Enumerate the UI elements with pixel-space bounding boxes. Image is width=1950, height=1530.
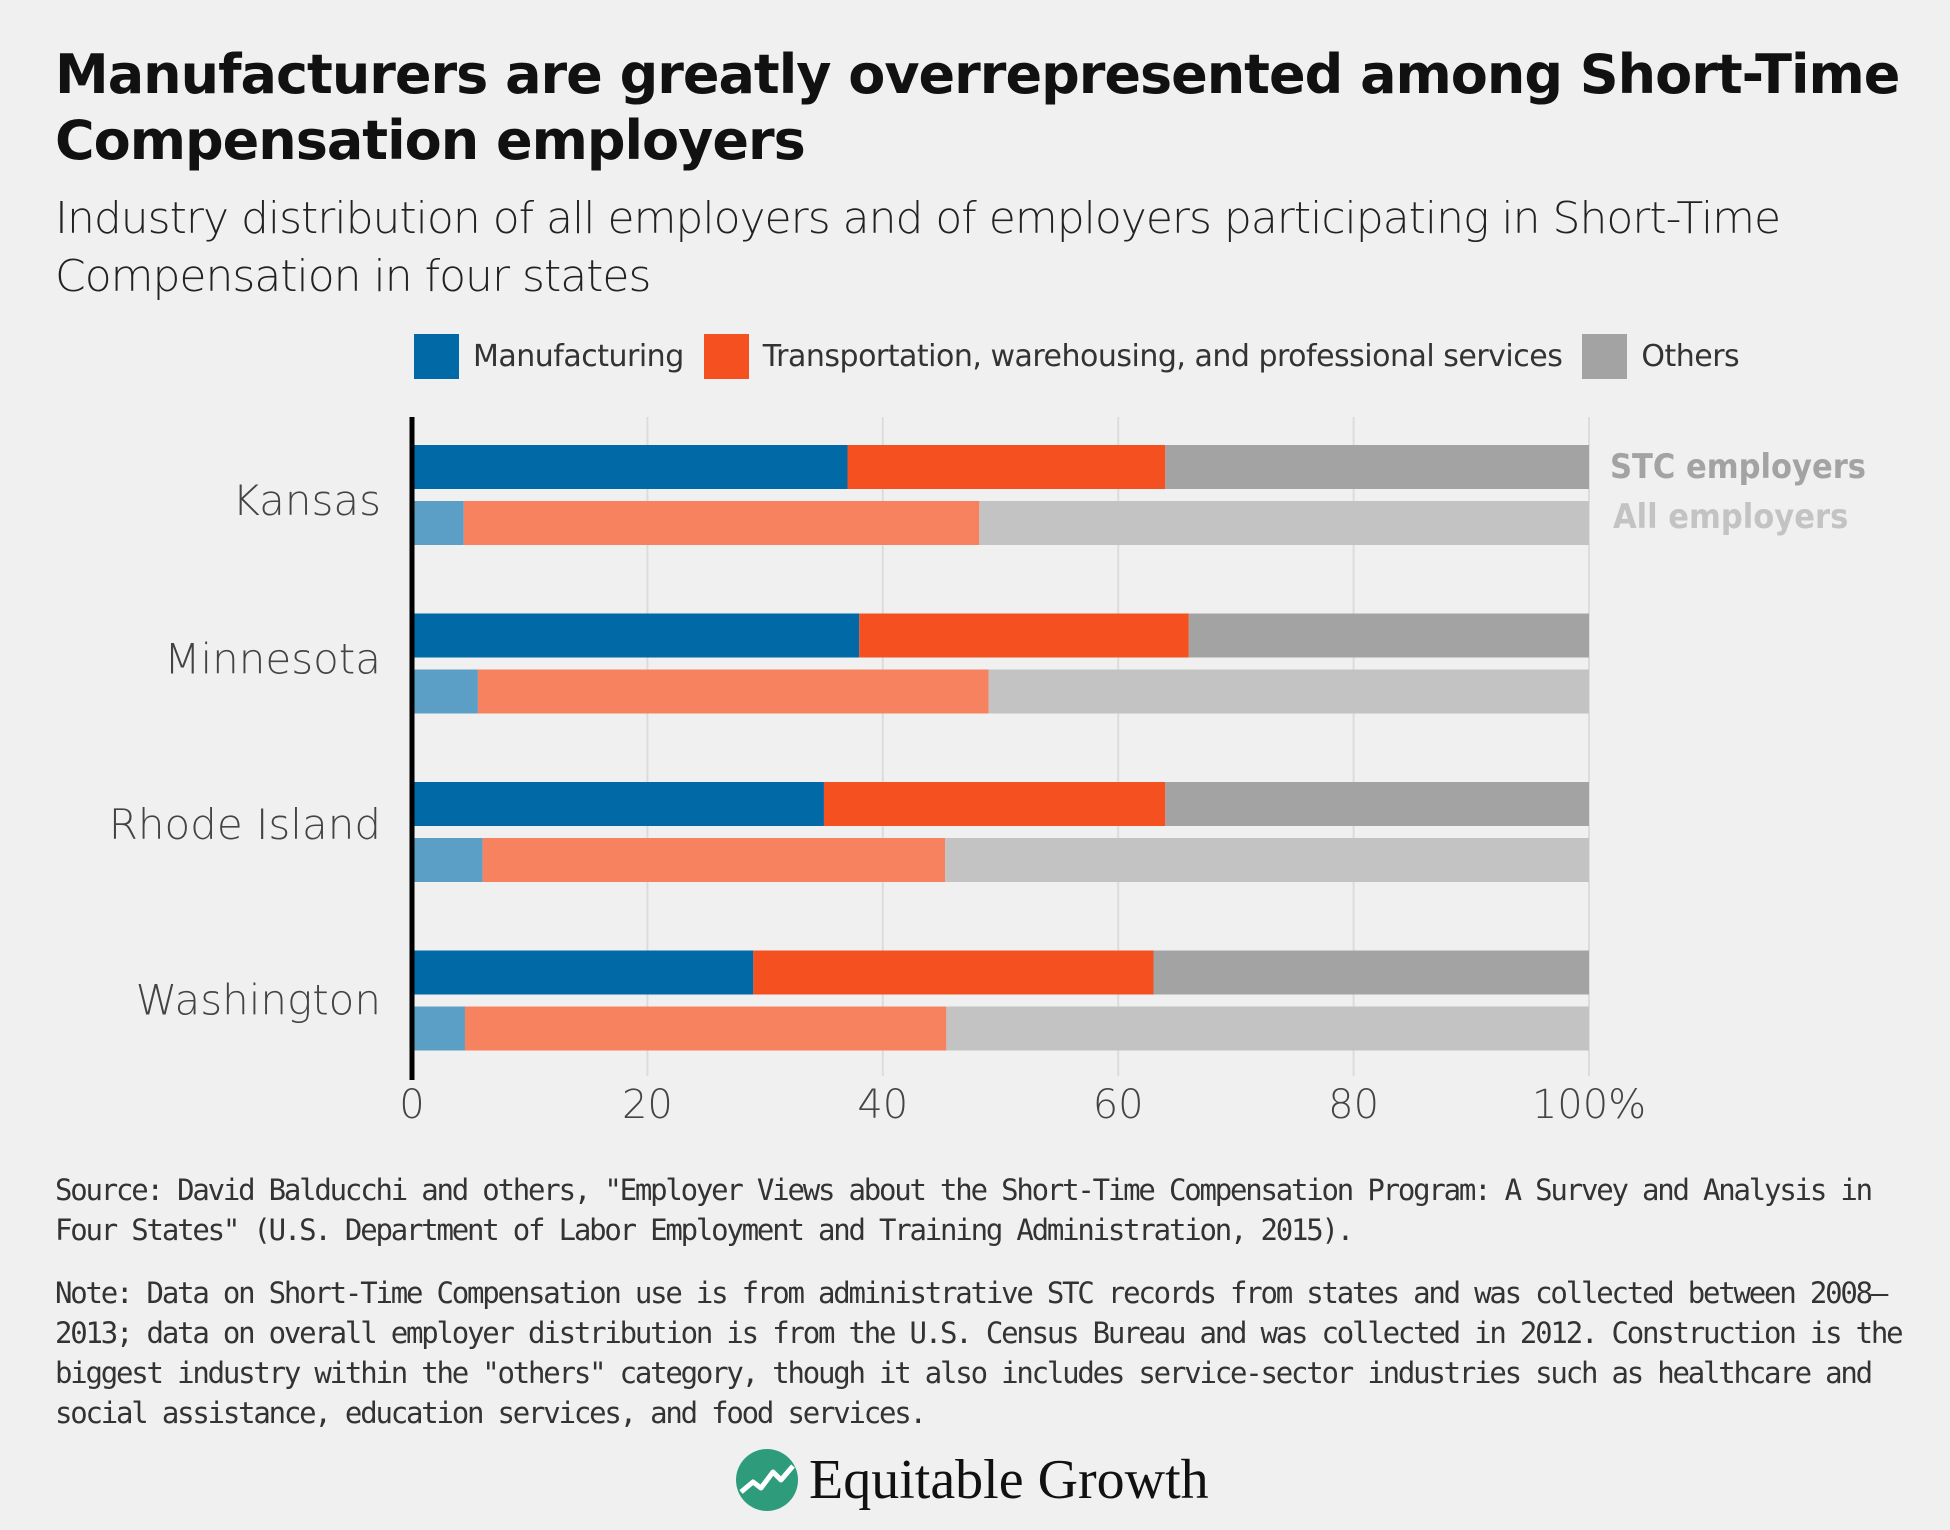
- x-tick-label: 40: [857, 1082, 908, 1128]
- legend-label: Transportation, warehousing, and profess…: [762, 339, 1563, 374]
- x-tick-label: 60: [1093, 1082, 1144, 1128]
- bar-stc-manufacturing: [412, 613, 860, 658]
- note-text: Note: Data on Short-Time Compensation us…: [55, 1276, 1904, 1430]
- bar-all-manufacturing: [412, 501, 464, 545]
- bar-stc-manufacturing: [412, 445, 848, 489]
- equitable-growth-logo-icon: [736, 1449, 798, 1511]
- chart: 0 20 40 60 80 100% Kansas Minnesota Rhode Island…: [109, 417, 1866, 1128]
- chart-subtitle: Industry distribution of all employers a…: [55, 193, 1781, 302]
- bar-stc-others: [1165, 782, 1589, 826]
- legend-item-others: Others: [1582, 334, 1740, 379]
- logo: Equitable Growth: [735, 1448, 1209, 1512]
- x-tick-label: 100%: [1532, 1082, 1646, 1128]
- x-tick-label: 20: [622, 1082, 673, 1128]
- bar-stc-transportation: [859, 613, 1189, 658]
- legend-label: Manufacturing: [473, 339, 684, 374]
- bar-all-transportation: [464, 1006, 947, 1051]
- bar-all-others: [945, 838, 1589, 882]
- source-text: Source: David Balducchi and others, "Emp…: [55, 1173, 1873, 1247]
- category-label: Kansas: [232, 476, 381, 525]
- bar-all-others: [979, 501, 1589, 545]
- bar-all-manufacturing: [412, 1006, 465, 1051]
- bar-stc-transportation: [847, 445, 1166, 489]
- x-tick-label: 0: [399, 1082, 424, 1128]
- chart-title: Manufacturers are greatly overrepresente…: [55, 43, 1900, 172]
- bar-stc-transportation: [823, 782, 1166, 826]
- bar-stc-others: [1153, 950, 1589, 995]
- bar-stc-others: [1165, 445, 1589, 489]
- bar-all-transportation: [482, 838, 946, 882]
- legend-swatch: [703, 334, 749, 379]
- bar-all-others: [946, 1006, 1589, 1051]
- category-label: Rhode Island: [109, 800, 381, 849]
- bar-all-transportation: [463, 501, 980, 545]
- logo-text: Equitable Growth: [809, 1449, 1209, 1511]
- legend-label: Others: [1641, 339, 1740, 374]
- bar-all-others: [988, 669, 1589, 714]
- x-tick-label: 80: [1328, 1082, 1379, 1128]
- category-label: Minnesota: [164, 635, 381, 684]
- bar-stc-manufacturing: [412, 782, 824, 826]
- legend-swatch: [1582, 334, 1628, 379]
- legend-item-manufacturing: Manufacturing: [414, 334, 684, 379]
- bar-all-transportation: [477, 669, 989, 714]
- category-label: Washington: [136, 976, 381, 1025]
- bar-stc-others: [1188, 613, 1589, 658]
- bar-stc-transportation: [753, 950, 1154, 995]
- bar-stc-manufacturing: [412, 950, 754, 995]
- legend: Manufacturing Transportation, warehousin…: [414, 334, 1759, 379]
- bar-all-manufacturing: [412, 669, 478, 714]
- legend-item-transportation: Transportation, warehousing, and profess…: [703, 334, 1563, 379]
- legend-swatch: [414, 334, 459, 379]
- bar-all-manufacturing: [412, 838, 483, 882]
- group-label-all: All employers: [1613, 497, 1848, 537]
- group-label-stc: STC employers: [1610, 447, 1866, 487]
